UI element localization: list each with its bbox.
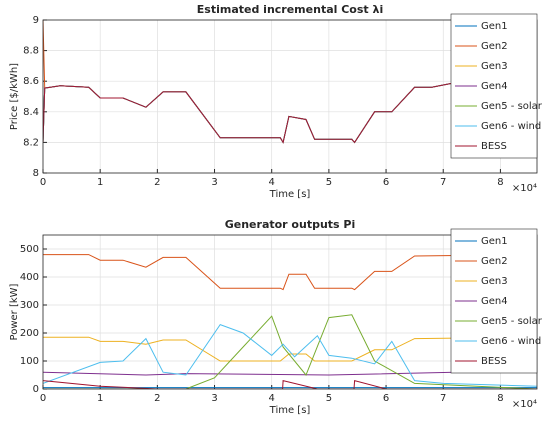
x-tick-label: 7 [440,393,446,404]
legend-label: BESS [481,356,507,367]
y-tick-label: 100 [20,356,39,367]
legend-label: Gen2 [481,256,508,267]
legend-label: Gen5 - solar [481,101,543,112]
y-tick-label: 0 [33,384,39,395]
x-tick-label: 6 [383,393,389,404]
y-tick-label: 8.4 [23,107,39,118]
series-line [43,254,537,291]
y-tick-label: 200 [20,328,39,339]
x-axis-label: Time [s] [269,189,311,200]
legend-label: Gen2 [481,41,508,52]
series-line [43,323,537,387]
x-tick-label: 5 [326,393,332,404]
y-tick-label: 8 [33,168,39,179]
x-exponent: ×10⁴ [512,183,537,194]
x-tick-label: 4 [269,393,275,404]
chart-title: Estimated incremental Cost λi [197,3,383,16]
series-line [43,77,537,144]
y-tick-label: 500 [20,244,39,255]
legend-label: Gen3 [481,61,508,72]
legend-label: Gen1 [481,21,508,32]
x-tick-label: 3 [211,393,217,404]
y-axis-label: Price [$/kWh] [9,63,20,130]
x-tick-label: 0 [40,177,46,188]
y-tick-label: 8.8 [23,46,39,57]
legend-label: Gen3 [481,276,508,287]
x-tick-label: 2 [154,393,160,404]
x-tick-label: 1 [97,177,103,188]
y-tick-label: 400 [20,272,39,283]
x-tick-label: 6 [383,177,389,188]
series-line [43,379,537,389]
y-tick-label: 9 [33,15,39,26]
x-axis-label: Time [s] [269,405,311,416]
series-line [43,336,537,362]
legend-label: Gen4 [481,296,508,307]
y-tick-label: 300 [20,300,39,311]
legend-label: Gen1 [481,236,508,247]
legend-label: Gen6 - wind [481,121,541,132]
y-tick-label: 8.2 [23,137,39,148]
legend-label: BESS [481,141,507,152]
x-exponent: ×10⁴ [512,399,537,410]
x-tick-label: 8 [497,177,503,188]
x-tick-label: 4 [269,177,275,188]
legend-label: Gen4 [481,81,508,92]
x-tick-label: 7 [440,177,446,188]
y-axis-label: Power [kW] [9,283,20,340]
chart-title: Generator outputs Pi [225,218,356,231]
x-tick-label: 0 [40,393,46,404]
x-tick-label: 3 [211,177,217,188]
series-line [43,314,537,389]
x-tick-label: 5 [326,177,332,188]
legend-label: Gen5 - solar [481,316,543,327]
x-tick-label: 2 [154,177,160,188]
y-tick-label: 8.6 [23,76,39,87]
x-tick-label: 8 [497,393,503,404]
x-tick-label: 1 [97,393,103,404]
legend-label: Gen6 - wind [481,336,541,347]
